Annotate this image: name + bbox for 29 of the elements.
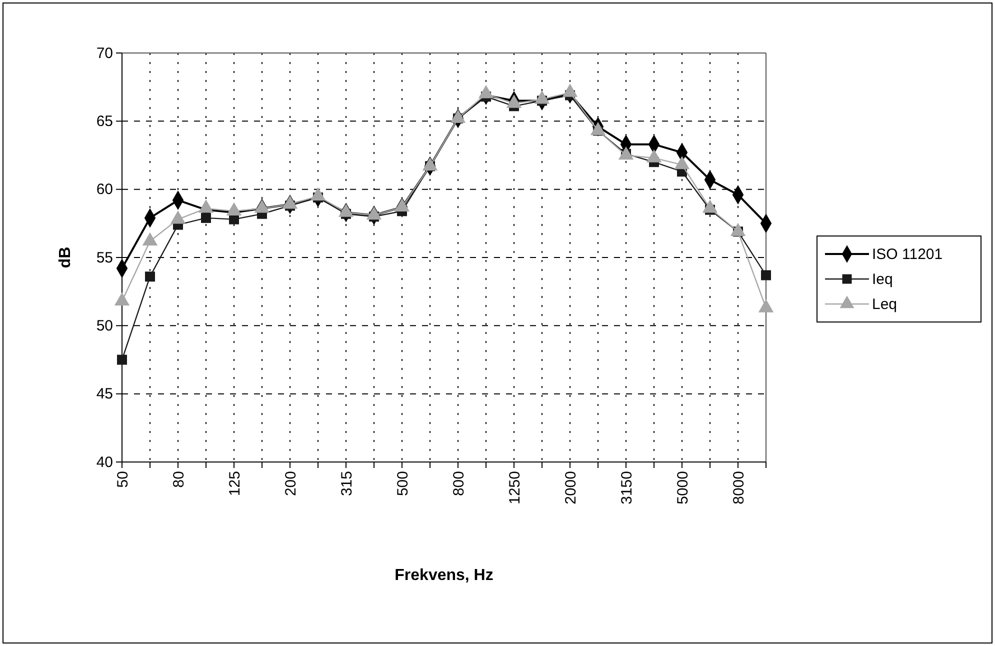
- x-tick-label: 2000: [562, 471, 580, 504]
- y-tick-label: 55: [96, 249, 113, 266]
- legend-label: Ieq: [872, 271, 893, 288]
- x-tick-label: 8000: [730, 471, 748, 504]
- y-axis-title: dB: [57, 246, 74, 268]
- y-tick-label: 40: [96, 454, 113, 471]
- x-tick-label: 800: [450, 471, 468, 496]
- x-tick-label: 200: [282, 471, 300, 496]
- y-tick-label: 50: [96, 317, 113, 334]
- x-tick-label: 50: [114, 471, 132, 488]
- point: [145, 272, 155, 282]
- point: [117, 354, 127, 365]
- point: [761, 270, 771, 280]
- y-tick-label: 60: [96, 181, 113, 198]
- x-tick-label: 500: [394, 471, 412, 496]
- x-tick-label: 1250: [506, 471, 524, 504]
- point: [229, 214, 239, 224]
- x-tick-label: 3150: [618, 471, 636, 504]
- x-tick-label: 125: [226, 471, 244, 496]
- legend-label: Leq: [872, 296, 898, 313]
- x-tick-label: 5000: [674, 471, 692, 504]
- legend-label: ISO 11201: [872, 246, 943, 263]
- y-tick-label: 45: [96, 386, 113, 403]
- x-tick-label: 315: [338, 471, 356, 496]
- y-tick-label: 70: [96, 44, 113, 62]
- point: [201, 212, 211, 223]
- x-axis-title: Frekvens, Hz: [394, 567, 494, 584]
- x-tick-label: 80: [170, 471, 188, 488]
- y-tick-label: 65: [96, 112, 113, 130]
